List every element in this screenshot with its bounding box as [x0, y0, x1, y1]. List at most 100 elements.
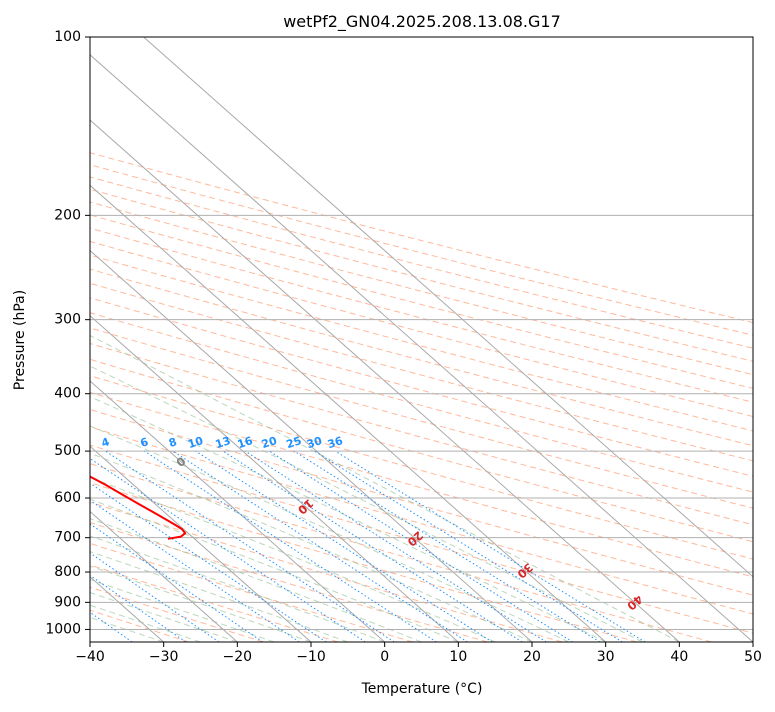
mixing-ratio-label: 4 [100, 435, 112, 450]
x-tick-label: 50 [744, 649, 762, 665]
y-tick-label: 1000 [45, 621, 81, 637]
isotherm-grid [90, 37, 753, 642]
x-tick-label: 20 [523, 649, 541, 665]
mixing-ratio-line [144, 450, 437, 642]
mixing-ratio-line [335, 450, 646, 642]
x-tick-label: 40 [670, 649, 688, 665]
y-tick-label: 700 [54, 530, 81, 546]
y-tick-label: 800 [54, 564, 81, 580]
y-tick-label: 500 [54, 443, 81, 459]
mixing-ratio-label: 20 [260, 434, 279, 451]
y-tick-label: 100 [54, 29, 81, 45]
mixing-ratio-line [90, 611, 133, 642]
isotherm-line [90, 380, 385, 642]
mixing-ratio-line [90, 499, 300, 642]
temperature-profile [90, 475, 187, 540]
dry-adiabat-line [90, 188, 753, 362]
dry-adiabat-line [90, 214, 753, 389]
mixing-ratio-label: 2 [37, 435, 48, 450]
moist-adiabat-line [90, 396, 606, 642]
dry-adiabat-line [90, 586, 264, 642]
dry-adiabat-line [90, 609, 189, 642]
warm-isotherm-label: 40 [624, 592, 645, 613]
dry-adiabat-line [90, 444, 753, 634]
mixing-ratio-line [90, 482, 327, 642]
mixing-ratio-label: 13 [214, 434, 233, 451]
moist-adiabat-line [90, 425, 570, 642]
x-tick-label: 0 [380, 649, 389, 665]
mixing-ratio-label: 16 [236, 434, 255, 451]
y-tick-label: 900 [54, 594, 81, 610]
mixing-ratio-label: 36 [326, 434, 345, 451]
moist-adiabat-line [90, 365, 643, 642]
mixing-ratio-line [172, 450, 468, 642]
mixing-ratio-line [269, 450, 574, 642]
plot-frame [89, 36, 754, 643]
mixing-ratio-label: 1.5 [7, 433, 30, 451]
isotherm-line [90, 510, 238, 642]
y-axis-label: Pressure (hPa) [12, 290, 28, 390]
dry-adiabat-line [90, 227, 753, 403]
moist-adiabats [90, 334, 680, 642]
y-tick-label: 600 [54, 490, 81, 506]
mixing-ratio-line [314, 450, 623, 642]
dry-adiabat-line [90, 152, 753, 324]
isobar-grid [90, 37, 753, 630]
mixing-ratio-line [90, 457, 366, 642]
moist-adiabat-line [90, 477, 496, 642]
x-tick-label: −10 [296, 649, 326, 665]
isotherm-line [90, 119, 680, 642]
mixing-ratio-line [293, 450, 601, 642]
moist-adiabat-line [90, 334, 680, 642]
dry-adiabat-line [90, 254, 753, 432]
dry-adiabat-line [90, 375, 753, 560]
mixing-ratio-line [90, 574, 187, 642]
y-tick-label: 300 [54, 312, 81, 328]
isotherm-line [90, 184, 606, 642]
dry-adiabat-line [90, 408, 753, 596]
axes: −40 −30 −20 −10 0 10 20 30 40 50 100 200 300 400 500 60… [45, 29, 762, 665]
x-axis-label: Temperature (°C) [361, 681, 483, 697]
dry-adiabat-line [90, 542, 414, 642]
y-tick-label: 400 [54, 386, 81, 402]
mixing-ratio-line [90, 552, 220, 642]
isotherm-line [90, 54, 753, 642]
dry-adiabats [90, 152, 753, 642]
y-tick-label: 200 [54, 207, 81, 223]
mixing-ratio-line [195, 450, 493, 642]
dry-adiabat-line [90, 501, 563, 642]
moist-adiabat-line [90, 579, 275, 642]
dry-adiabat-line [90, 358, 753, 543]
isotherm-label: -10 [59, 418, 84, 442]
dewpoint-profile [0, 37, 32, 539]
mixing-ratio-label: 10 [186, 434, 205, 451]
isotherm-line [90, 249, 533, 642]
x-tick-label: −20 [223, 649, 253, 665]
moist-adiabat-line [90, 518, 422, 642]
x-tick-label: −30 [149, 649, 179, 665]
mixing-ratio-lines [0, 450, 646, 642]
mixing-ratio-line [0, 451, 82, 642]
chart-title: wetPf2_GN04.2025.208.13.08.G17 [283, 12, 561, 32]
moist-adiabat-line [90, 498, 459, 642]
isotherm-line [143, 37, 753, 578]
isotherm-line [90, 445, 312, 642]
x-tick-label: 30 [597, 649, 615, 665]
mixing-ratio-line [222, 450, 523, 642]
x-tick-label: −40 [75, 649, 105, 665]
moist-adiabat-line [90, 551, 348, 642]
dry-adiabat-line [90, 564, 339, 642]
isotherm-line [90, 315, 459, 642]
overlay-labels: -100-90-80-70-60-50-40-30-20-10010203040… [7, 418, 646, 613]
moist-adiabat-line [90, 604, 201, 642]
sounding-profiles [0, 37, 187, 540]
dry-adiabat-line [90, 164, 753, 336]
mixing-ratio-label: 30 [305, 434, 324, 451]
mixing-ratio-label: 25 [285, 434, 304, 451]
dry-adiabat-line [90, 482, 638, 642]
dry-adiabat-line [90, 521, 488, 642]
mixing-ratio-label: 6 [139, 435, 151, 450]
x-tick-label: 10 [449, 649, 467, 665]
